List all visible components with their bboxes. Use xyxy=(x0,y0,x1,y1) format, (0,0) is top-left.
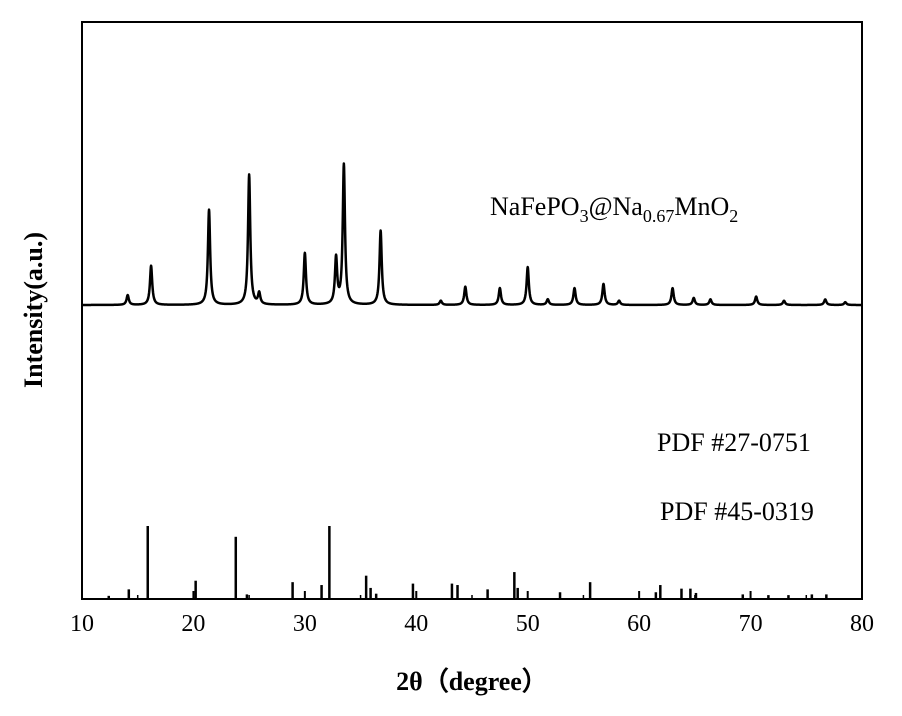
x-tick-label: 30 xyxy=(293,611,317,637)
reference-label-1: PDF #27-0751 xyxy=(657,428,811,457)
reference-label-2: PDF #45-0319 xyxy=(660,497,814,526)
x-tick-label: 60 xyxy=(627,611,651,637)
reference-sticks xyxy=(107,526,828,598)
sample-pattern-line xyxy=(80,162,864,307)
x-axis-tick-labels: 10 20 30 40 50 60 70 80 xyxy=(70,611,874,637)
x-tick-label: 40 xyxy=(404,611,428,637)
x-tick-label: 10 xyxy=(70,611,94,637)
x-tick-label: 80 xyxy=(850,611,874,637)
x-tick-label: 50 xyxy=(516,611,540,637)
x-axis-title: 2θ（degree） xyxy=(396,667,548,696)
y-axis-title: Intensity(a.u.) xyxy=(19,232,48,388)
x-axis-ticks xyxy=(81,591,863,599)
sample-label: NaFePO3@Na0.67MnO2 xyxy=(490,192,738,226)
x-tick-label: 20 xyxy=(181,611,205,637)
x-tick-label: 70 xyxy=(739,611,763,637)
